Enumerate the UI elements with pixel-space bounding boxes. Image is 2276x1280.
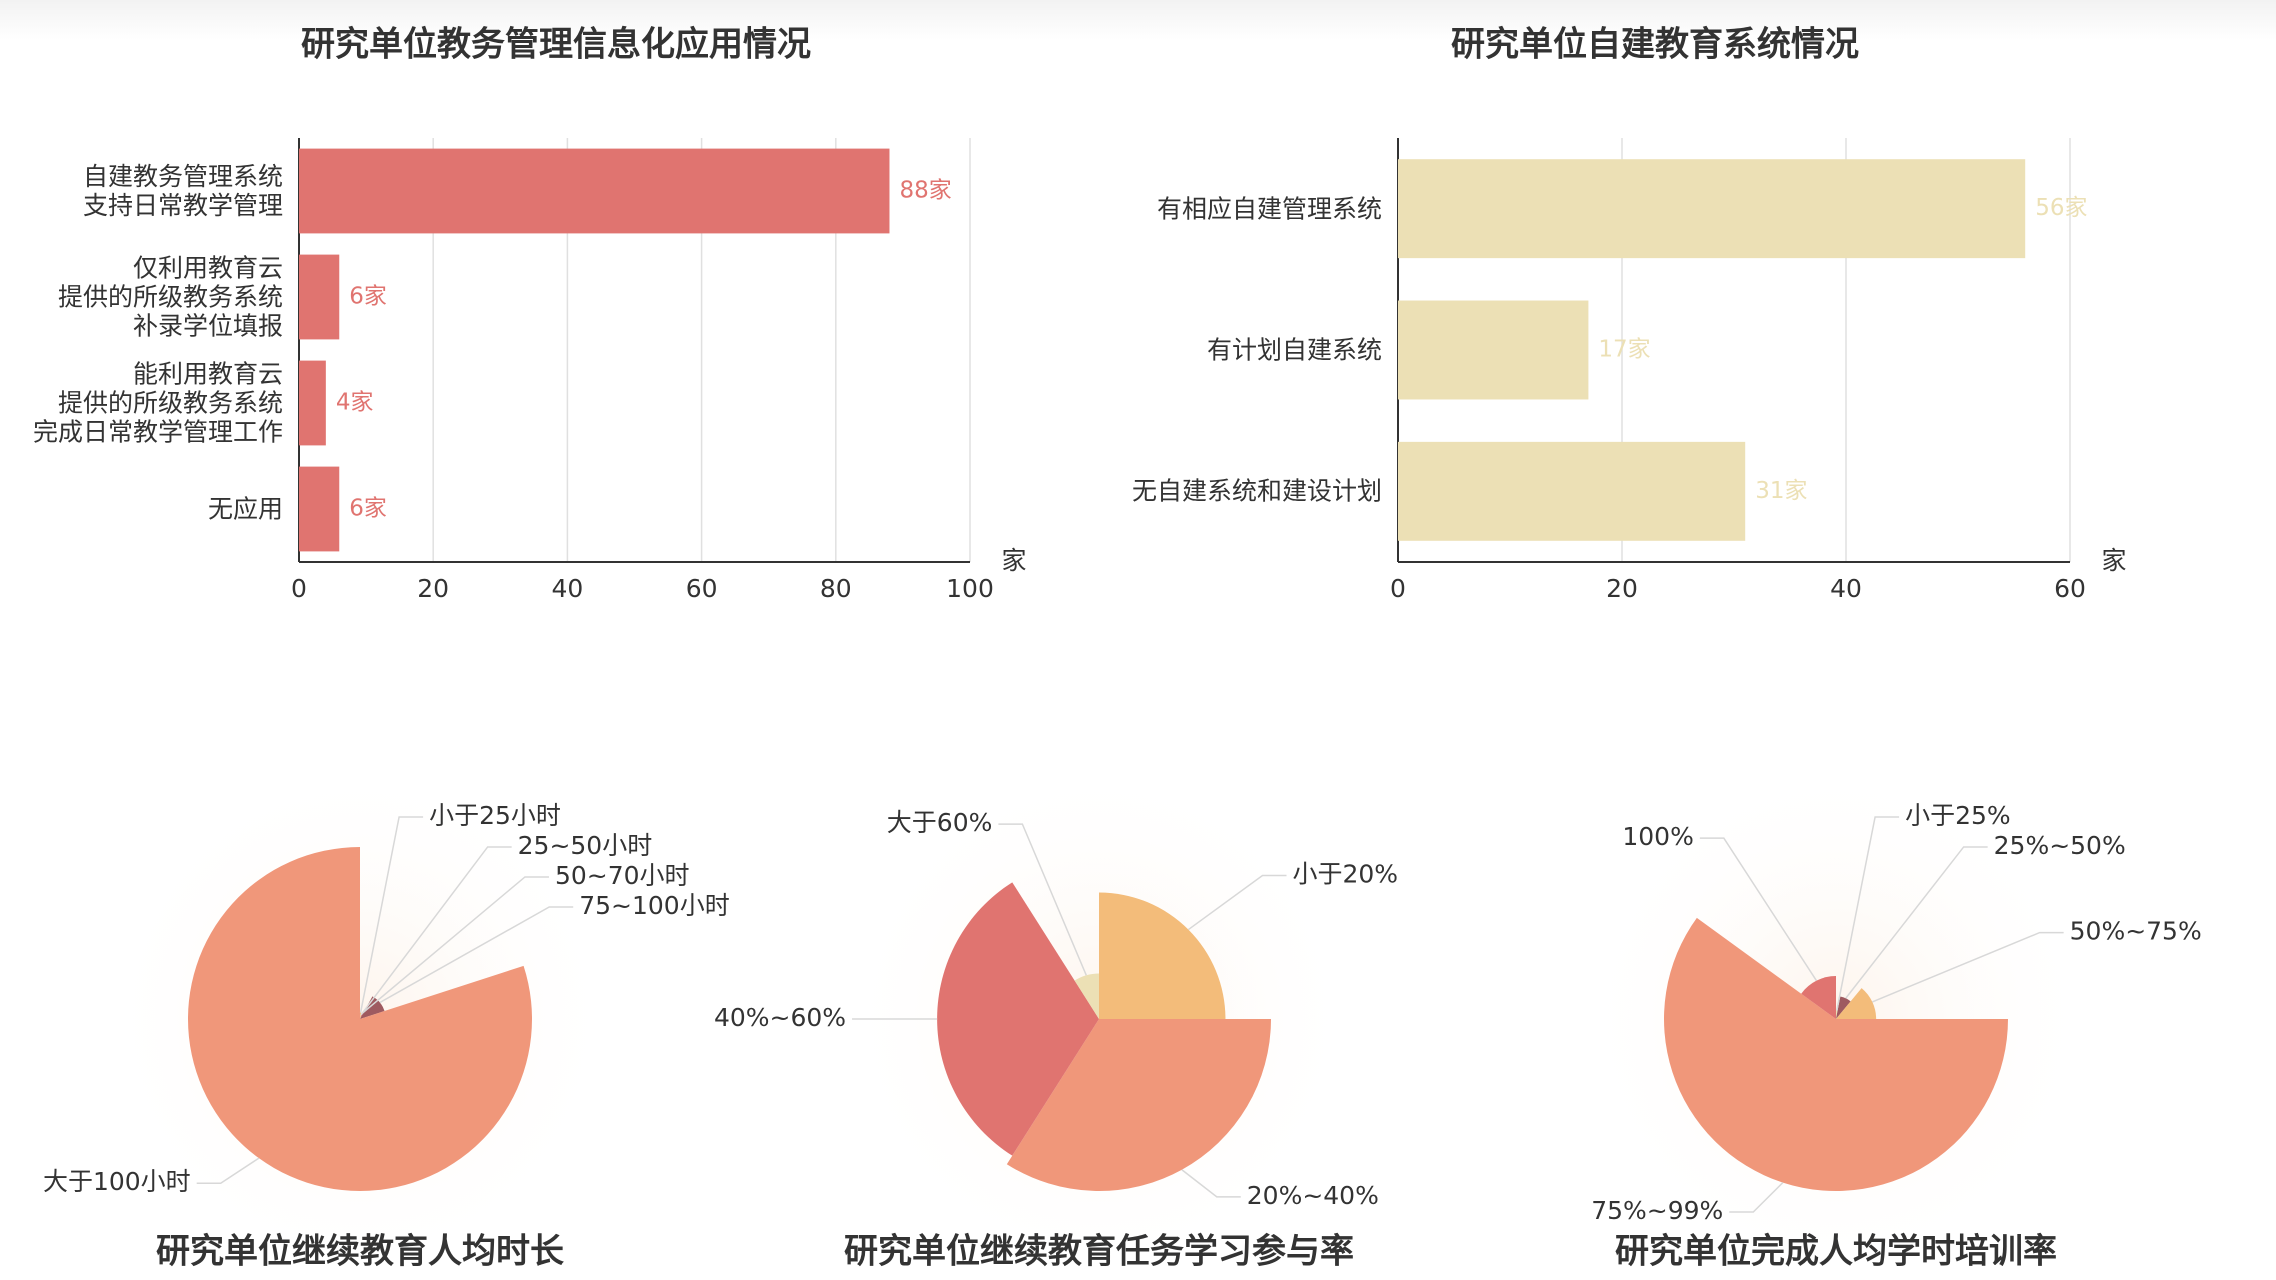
value-label: 56家	[2035, 195, 2087, 221]
slice-label: 小于20%	[1293, 859, 1399, 888]
slice-label: 小于25小时	[429, 801, 561, 830]
x-tick-label: 20	[417, 574, 449, 603]
slice-label: 100%	[1622, 822, 1693, 851]
category-label: 能利用教育云 提供的所级教务系统 完成日常教学管理工作	[32, 359, 283, 447]
slice-label: 大于60%	[887, 808, 993, 837]
slice-label: 大于100小时	[43, 1167, 191, 1196]
chart-title: 研究单位继续教育任务学习参与率	[844, 1232, 1354, 1272]
value-label: 6家	[349, 284, 387, 310]
leader-line	[196, 1157, 260, 1184]
x-tick-label: 60	[686, 574, 718, 603]
leader-line	[360, 846, 512, 1016]
category-label: 无自建系统和建设计划	[1131, 476, 1382, 506]
x-tick-label: 20	[1606, 574, 1638, 603]
pie-slice	[360, 996, 385, 1019]
category-label: 仅利用教育云 提供的所级教务系统 补录学位填报	[57, 253, 283, 341]
slice-label: 25~50小时	[518, 831, 653, 860]
slice-label: 50%~75%	[2070, 917, 2202, 946]
leader-line	[1187, 874, 1287, 931]
x-axis-unit: 家	[2101, 546, 2126, 575]
x-tick-label: 100	[946, 574, 994, 603]
bar	[299, 148, 890, 234]
leader-line	[1872, 931, 2064, 1003]
top-shade	[0, 0, 2276, 40]
value-label: 17家	[1598, 337, 1650, 363]
x-tick-label: 40	[1830, 574, 1862, 603]
bar	[299, 360, 326, 446]
slice-label: 75~100小时	[579, 891, 729, 920]
chart-title: 研究单位教务管理信息化应用情况	[301, 25, 811, 65]
chart-title: 研究单位自建教育系统情况	[1451, 25, 1859, 65]
slice-label: 40%~60%	[714, 1003, 846, 1032]
leader-line	[1181, 1169, 1241, 1198]
bar	[1398, 441, 1746, 541]
x-axis-unit: 家	[1001, 546, 1026, 575]
leader-line	[1845, 846, 1988, 999]
pie-slice	[1836, 996, 1851, 1019]
x-tick-label: 40	[551, 574, 583, 603]
pie-slice	[1099, 892, 1226, 1019]
bar	[1398, 300, 1589, 400]
pie-slice	[1006, 1019, 1272, 1191]
value-label: 6家	[349, 496, 387, 522]
leader-line	[1836, 816, 1900, 1011]
x-tick-label: 60	[2054, 574, 2086, 603]
pie-slice	[1836, 988, 1877, 1019]
bar	[1398, 159, 2026, 259]
bar	[299, 466, 340, 552]
slice-label: 25%~50%	[1994, 831, 2126, 860]
value-label: 88家	[899, 178, 951, 204]
pie-slice	[937, 882, 1099, 1156]
slice-label: 50~70小时	[555, 861, 690, 890]
slice-label: 小于25%	[1905, 801, 2011, 830]
x-tick-label: 0	[1390, 574, 1406, 603]
x-tick-label: 80	[820, 574, 852, 603]
pie-slice	[1801, 976, 1836, 1019]
leader-line	[362, 876, 549, 1014]
leader-line	[379, 906, 574, 1004]
chart-title: 研究单位完成人均学时培训率	[1615, 1232, 2057, 1272]
category-label: 无应用	[207, 494, 283, 524]
category-label: 有相应自建管理系统	[1156, 194, 1382, 224]
slice-label: 20%~40%	[1247, 1181, 1379, 1210]
x-tick-label: 0	[291, 574, 307, 603]
category-label: 自建教务管理系统 支持日常教学管理	[82, 162, 283, 220]
value-label: 4家	[336, 390, 374, 416]
slice-label: 75%~99%	[1591, 1196, 1723, 1225]
leader-line	[359, 816, 424, 1013]
leader-line	[1699, 837, 1818, 982]
chart-title: 研究单位继续教育人均时长	[156, 1232, 564, 1272]
value-label: 31家	[1755, 478, 1807, 504]
leader-line	[998, 823, 1087, 976]
leader-line	[1729, 1182, 1784, 1213]
pie-slice	[188, 847, 532, 1191]
pie-slice	[1663, 917, 2008, 1192]
bar	[299, 254, 340, 340]
pie-slice	[1836, 1010, 1838, 1019]
category-label: 有计划自建系统	[1206, 335, 1382, 365]
pie-slice	[360, 1014, 362, 1019]
pie-slice	[1074, 973, 1099, 1019]
